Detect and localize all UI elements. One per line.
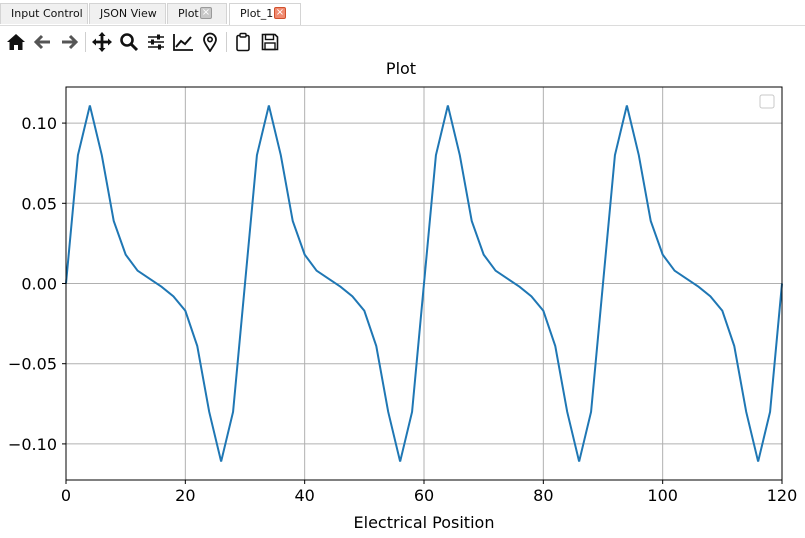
back-arrow-icon <box>33 34 50 50</box>
location-button[interactable] <box>198 30 222 54</box>
y-tick-label: 0.10 <box>21 114 57 133</box>
tab-json-view[interactable]: JSON View <box>89 3 166 24</box>
location-pin-icon <box>203 32 217 52</box>
toolbar-separator <box>85 32 86 52</box>
tab-label: Plot_1 <box>240 7 274 20</box>
x-tick-label: 0 <box>61 486 71 505</box>
forward-button[interactable] <box>57 30 81 54</box>
copy-clipboard-button[interactable] <box>231 30 255 54</box>
tab-input-control[interactable]: Input Control <box>0 3 88 24</box>
tab-label: Plot <box>178 7 199 20</box>
close-icon[interactable]: × <box>200 7 212 19</box>
y-tick-label: −0.05 <box>8 355 57 374</box>
zoom-icon <box>120 33 139 52</box>
tab-label: Input Control <box>11 7 83 20</box>
tab-plot-1[interactable]: Plot_1 × <box>229 3 301 25</box>
y-tick-label: 0.05 <box>21 194 57 213</box>
x-tick-label: 40 <box>294 486 314 505</box>
plot-canvas[interactable]: Plot 0 20 40 60 80 100 120 0.10 0.05 0.00 −0.05 −0.… <box>0 56 805 538</box>
home-icon <box>7 34 25 50</box>
home-button[interactable] <box>4 30 28 54</box>
grid <box>65 87 783 480</box>
save-button[interactable] <box>258 30 282 54</box>
clipboard-icon <box>236 32 250 52</box>
pan-button[interactable] <box>90 30 114 54</box>
chart-title: Plot <box>386 59 416 78</box>
tab-label: JSON View <box>100 7 157 20</box>
legend-box <box>759 94 775 109</box>
toolbar-separator <box>226 32 227 52</box>
x-tick-label: 20 <box>175 486 195 505</box>
zoom-button[interactable] <box>117 30 141 54</box>
ticks: 0 20 40 60 80 100 120 0.10 0.05 0.00 −0.05 −0.10 <box>8 114 797 505</box>
axes-edit-button[interactable] <box>171 30 195 54</box>
tab-bar: Input Control JSON View Plot × Plot_1 × <box>0 0 805 26</box>
back-button[interactable] <box>31 30 55 54</box>
x-tick-label: 80 <box>533 486 553 505</box>
y-tick-label: 0.00 <box>21 275 57 294</box>
save-icon <box>261 33 279 51</box>
series-line <box>65 105 783 462</box>
axes-line-icon <box>173 34 193 51</box>
x-tick-label: 100 <box>647 486 678 505</box>
forward-arrow-icon <box>62 34 79 50</box>
x-tick-label: 120 <box>767 486 798 505</box>
close-icon[interactable]: × <box>274 7 286 19</box>
pan-icon <box>92 32 112 52</box>
tab-plot[interactable]: Plot × <box>167 3 227 24</box>
subplots-sliders-icon <box>148 34 164 50</box>
plot-toolbar <box>0 28 805 56</box>
y-tick-label: −0.10 <box>8 435 57 454</box>
subplots-button[interactable] <box>144 30 168 54</box>
x-tick-label: 60 <box>414 486 434 505</box>
x-axis-label: Electrical Position <box>354 513 495 532</box>
